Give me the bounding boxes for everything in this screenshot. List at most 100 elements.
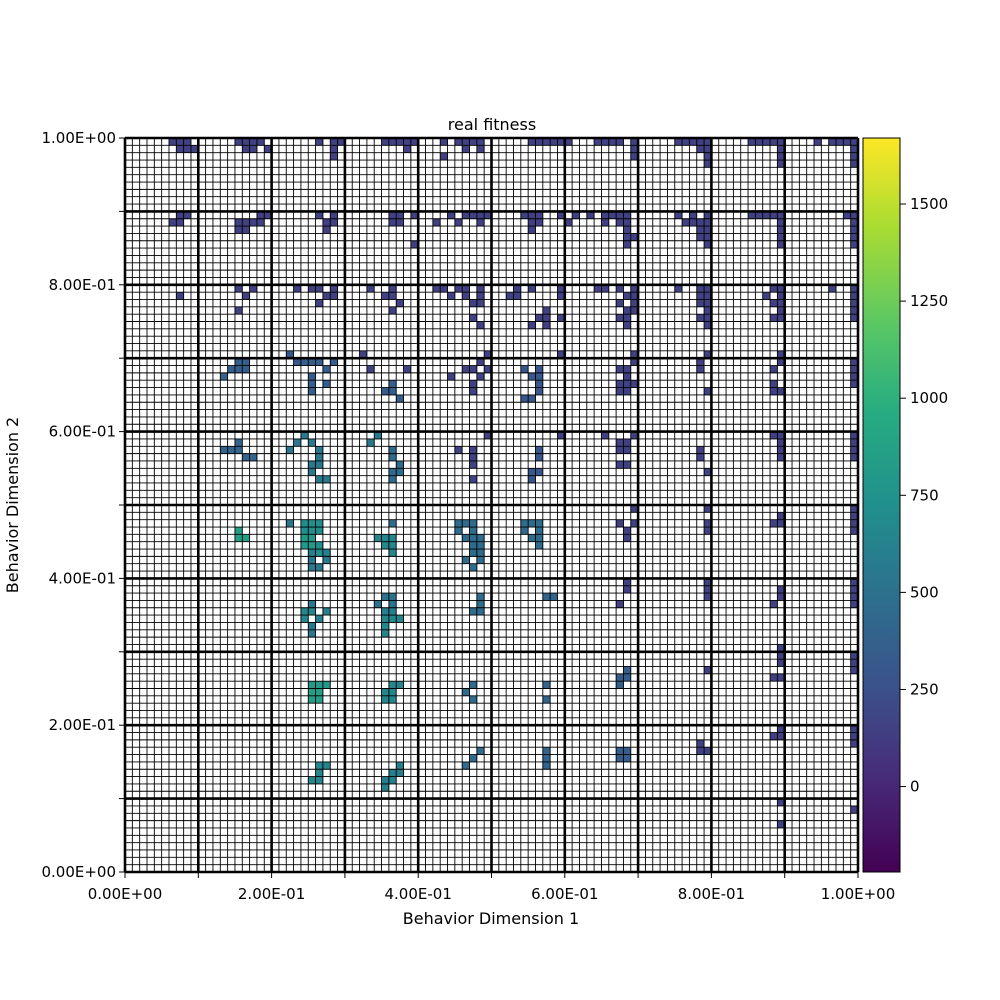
heatmap-cell [308, 607, 316, 616]
heatmap-cell [293, 358, 302, 366]
heatmap-cell [770, 387, 778, 396]
heatmap-cell [535, 380, 544, 388]
heatmap-cell [623, 527, 632, 535]
heatmap-cell [528, 211, 536, 220]
heatmap-cell [623, 534, 632, 542]
heatmap-cells [168, 138, 859, 829]
heatmap-cell [308, 776, 316, 785]
heatmap-cell [850, 732, 859, 741]
heatmap-cell [322, 556, 331, 565]
heatmap-cell [476, 556, 485, 565]
heatmap-cell [388, 306, 397, 315]
heatmap-cell [476, 211, 485, 220]
heatmap-cell [850, 519, 859, 528]
heatmap-cell [374, 534, 382, 542]
heatmap-cell [322, 292, 331, 300]
heatmap-cell [850, 505, 859, 513]
heatmap-cell [535, 468, 544, 476]
heatmap-cell [315, 460, 324, 469]
heatmap-cell [535, 541, 544, 550]
heatmap-cell [286, 446, 294, 454]
heatmap-cell [388, 387, 397, 396]
heatmap-cell [850, 240, 859, 249]
heatmap-cell [454, 218, 463, 227]
heatmap-cell [704, 747, 712, 755]
heatmap-cell [535, 519, 544, 528]
heatmap-cell [256, 211, 265, 220]
heatmap-cell [850, 438, 859, 447]
heatmap-cell [381, 593, 390, 601]
heatmap-cell [469, 380, 478, 388]
heatmap-cell [315, 519, 324, 528]
heatmap-cell [440, 152, 448, 161]
heatmap-cell [469, 475, 478, 484]
heatmap-cell [388, 453, 397, 462]
heatmap-cell [594, 138, 602, 146]
heatmap-cell [850, 226, 859, 234]
heatmap-cell [770, 519, 778, 528]
heatmap-cell [264, 211, 272, 220]
heatmap-cell [748, 211, 756, 220]
heatmap-cell [535, 365, 544, 374]
heatmap-cell [542, 761, 551, 770]
heatmap-cell [469, 549, 478, 557]
heatmap-cell [168, 138, 177, 146]
heatmap-cell [704, 519, 712, 528]
heatmap-cell [850, 233, 859, 242]
heatmap-cell [616, 754, 624, 763]
heatmap-cell [850, 292, 859, 300]
heatmap-cell [300, 534, 309, 542]
heatmap-cell [403, 365, 412, 374]
colorbar-tick-label: 500 [910, 583, 939, 601]
heatmap-cell [616, 211, 624, 220]
heatmap-cell [535, 218, 544, 227]
x-tick-label: 6.00E-01 [531, 885, 598, 903]
heatmap-cell [374, 431, 382, 440]
heatmap-cell [696, 292, 705, 300]
heatmap-cell [410, 240, 419, 249]
heatmap-cell [242, 226, 250, 234]
heatmap-cell [264, 145, 272, 153]
heatmap-cell [234, 527, 243, 535]
heatmap-cell [777, 732, 785, 741]
heatmap-cell [315, 681, 324, 689]
heatmap-cell [623, 666, 632, 675]
heatmap-cell [777, 218, 785, 227]
heatmap-cell [623, 321, 632, 330]
heatmap-cell [469, 681, 478, 689]
heatmap-cell [476, 138, 485, 146]
heatmap-cell [777, 233, 785, 242]
heatmap-cell [850, 284, 859, 293]
heatmap-cell [381, 783, 390, 792]
heatmap-cell [176, 138, 184, 146]
heatmap-cell [366, 365, 375, 374]
y-axis: 0.00E+00 2.00E-01 4.00E-01 6.00E-01 8.00E-01… [41, 129, 125, 881]
heatmap-cell [315, 358, 324, 366]
heatmap-cell [777, 673, 785, 682]
heatmap-cell [850, 805, 859, 814]
heatmap-cell [315, 284, 324, 293]
heatmap-cell [381, 776, 390, 785]
heatmap-cell [476, 299, 485, 308]
heatmap-cell [403, 145, 412, 153]
heatmap-cell [388, 138, 397, 146]
heatmap-cell [777, 725, 785, 733]
heatmap-cell [308, 563, 316, 572]
heatmap-cell [704, 145, 712, 153]
heatmap-cell [322, 226, 331, 234]
heatmap-cell [330, 292, 338, 300]
heatmap-cell [696, 358, 705, 366]
heatmap-cell [388, 218, 397, 227]
heatmap-cell [542, 314, 551, 322]
heatmap-cell [623, 747, 632, 755]
heatmap-cell [168, 218, 177, 227]
heatmap-cell [616, 600, 624, 609]
heatmap-cell [308, 387, 316, 396]
heatmap-cell [308, 519, 316, 528]
heatmap-cell [623, 446, 632, 454]
heatmap-cell [308, 438, 316, 447]
heatmap-cell [476, 607, 485, 616]
heatmap-cell [704, 505, 712, 513]
heatmap-cell [322, 607, 331, 616]
heatmap-cell [630, 350, 639, 359]
